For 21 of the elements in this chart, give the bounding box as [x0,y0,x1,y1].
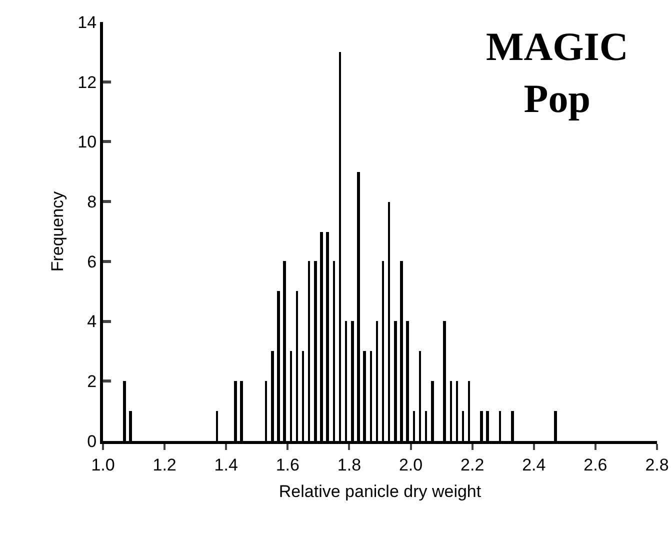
y-tick-label: 12 [78,72,97,92]
y-axis-title: Frequency [48,190,68,272]
x-axis-title: Relative panicle dry weight [278,482,482,501]
x-tick-label: 1.2 [152,455,176,474]
y-tick-label: 10 [78,132,97,152]
x-tick-label: 1.8 [337,455,362,474]
y-tick-label: 14 [78,12,97,32]
x-tick-label: 2.4 [522,455,546,474]
x-tick-label: 2.2 [460,455,484,474]
y-tick-label: 6 [87,252,97,272]
x-tick-label: 2.8 [645,455,669,474]
y-tick-label: 0 [87,432,97,451]
x-tick-label: 1.4 [214,455,238,474]
y-tick-label: 2 [87,372,97,392]
y-tick-label: 4 [87,312,97,332]
y-tick-label: 8 [87,192,97,212]
x-tick-label: 2.6 [584,455,608,474]
x-tick-label: 1.6 [276,455,300,474]
x-tick-label: 1.0 [91,455,115,474]
x-tick-label: 2.0 [398,455,423,474]
text: MAGIC Pop [486,24,628,121]
